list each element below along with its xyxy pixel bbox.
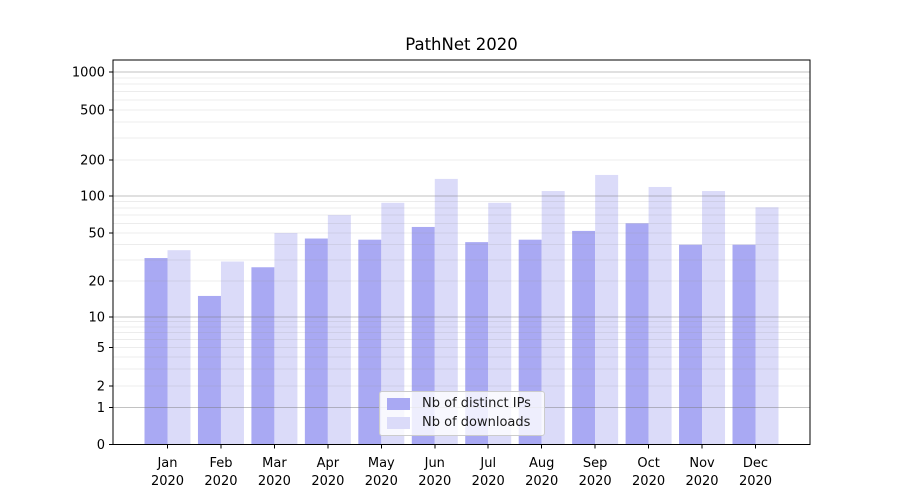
x-tick-label-year: 2020 (739, 474, 772, 489)
legend-label-downloads: Nb of downloads (422, 415, 531, 430)
y-tick-label: 1000 (72, 66, 105, 81)
y-tick-label: 500 (80, 104, 105, 119)
x-tick-label-year: 2020 (525, 474, 558, 489)
bar-downloads-dec (755, 207, 779, 445)
bar-distinct-ips-sep (572, 230, 596, 445)
y-tick-label: 5 (97, 341, 105, 356)
legend-item-downloads: Nb of downloads (387, 416, 536, 429)
legend-swatch-distinct-ips (387, 397, 410, 410)
legend: Nb of distinct IPs Nb of downloads (379, 391, 545, 436)
x-tick-label-month: Jan (156, 456, 177, 471)
bar-downloads-mar (274, 233, 298, 445)
x-tick-label-month: Mar (262, 456, 287, 471)
x-tick-label-year: 2020 (311, 474, 344, 489)
x-tick-label-year: 2020 (258, 474, 291, 489)
bar-downloads-feb (220, 261, 244, 445)
x-tick-label-month: Sep (583, 456, 608, 471)
bar-distinct-ips-dec (732, 244, 756, 445)
x-tick-label-month: Feb (209, 456, 232, 471)
bar-distinct-ips-nov (679, 244, 703, 445)
bar-downloads-oct (648, 186, 672, 445)
x-tick-label-year: 2020 (151, 474, 184, 489)
y-tick-label: 0 (97, 438, 105, 453)
x-tick-label-month: Nov (689, 456, 715, 471)
y-tick-label: 1 (97, 401, 105, 416)
x-tick-label-year: 2020 (685, 474, 718, 489)
bar-distinct-ips-may (358, 239, 382, 445)
chart-title: PathNet 2020 (405, 35, 518, 54)
y-tick-label: 200 (80, 154, 105, 169)
x-tick-label-month: Apr (317, 456, 340, 471)
x-tick-label-year: 2020 (204, 474, 237, 489)
bar-distinct-ips-apr (304, 238, 328, 445)
bar-downloads-aug (541, 191, 565, 445)
x-tick-label-month: May (368, 456, 395, 471)
legend-label-distinct-ips: Nb of distinct IPs (422, 396, 531, 411)
bar-downloads-may (381, 202, 405, 445)
bar-distinct-ips-oct (625, 223, 649, 445)
x-tick-label-year: 2020 (632, 474, 665, 489)
x-tick-label-month: Oct (637, 456, 659, 471)
bar-distinct-ips-mar (251, 267, 275, 445)
bar-downloads-nov (702, 191, 726, 445)
bar-downloads-sep (595, 174, 619, 445)
plot-border (112, 59, 811, 445)
bar-downloads-jan (167, 250, 191, 445)
bar-distinct-ips-feb (197, 295, 221, 445)
legend-swatch-downloads (387, 416, 410, 429)
bar-distinct-ips-jun (411, 226, 435, 445)
y-tick-label: 10 (88, 311, 105, 326)
y-tick-label: 20 (88, 275, 105, 290)
x-tick-label-month: Jul (479, 456, 496, 471)
y-tick-label: 2 (97, 380, 105, 395)
legend-item-distinct-ips: Nb of distinct IPs (387, 397, 536, 410)
x-tick-label-year: 2020 (365, 474, 398, 489)
bar-downloads-jul (488, 202, 512, 445)
x-tick-label-year: 2020 (418, 474, 451, 489)
y-tick-label: 100 (80, 190, 105, 205)
x-tick-label-month: Jun (424, 456, 445, 471)
x-tick-label-month: Aug (529, 456, 554, 471)
x-tick-label-year: 2020 (579, 474, 612, 489)
bar-distinct-ips-jan (144, 258, 168, 445)
bar-downloads-jun (434, 178, 458, 445)
x-tick-label-year: 2020 (472, 474, 505, 489)
x-tick-label-month: Dec (743, 456, 768, 471)
y-tick-label: 50 (88, 227, 105, 242)
bar-downloads-apr (327, 215, 351, 445)
